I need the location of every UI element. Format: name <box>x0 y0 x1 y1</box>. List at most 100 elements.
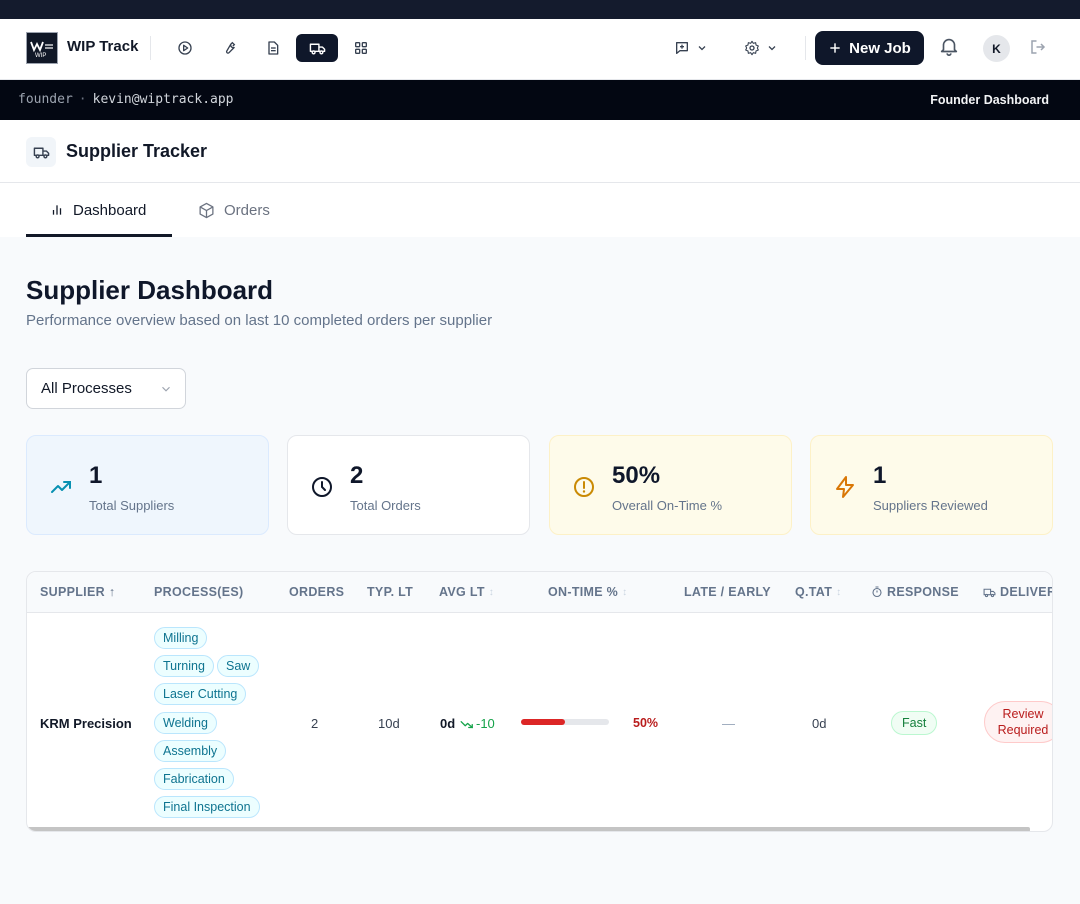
horizontal-scrollbar[interactable] <box>27 827 1030 831</box>
delivery-status-line1: Review <box>1002 707 1044 721</box>
user-bar: founder · kevin@wiptrack.app Founder Dashb… <box>0 80 1080 120</box>
plus-icon <box>830 43 840 53</box>
on-time-progress-fill <box>521 719 565 725</box>
sort-icon: ↕ <box>836 586 842 598</box>
window-top-strip <box>0 0 1080 19</box>
stat-card-total-orders: 2 Total Orders <box>287 435 530 535</box>
process-chip: Turning <box>154 655 214 677</box>
chevron-down-icon <box>768 46 776 51</box>
avg-lead-time: 0d <box>440 716 456 731</box>
logout-button[interactable] <box>1029 38 1047 61</box>
response-badge: Fast <box>891 711 938 735</box>
user-role: founder <box>18 92 73 107</box>
user-separator: · <box>78 92 87 107</box>
clock-icon <box>312 477 332 497</box>
notifications-button[interactable] <box>938 35 960 62</box>
settings-dropdown[interactable] <box>744 34 778 62</box>
stat-value: 1 <box>89 462 103 489</box>
stat-label: Total Suppliers <box>89 498 175 513</box>
col-late-early: LATE / EARLY <box>684 585 771 599</box>
col-orders: ORDERS <box>289 585 345 599</box>
col-typ-lt: TYP. LT <box>367 585 414 599</box>
user-email: kevin@wiptrack.app <box>92 92 234 107</box>
stat-label: Overall On-Time % <box>612 498 723 513</box>
sort-icon: ↕ <box>488 586 495 598</box>
nav-grid-button[interactable] <box>340 34 382 62</box>
truck-icon <box>983 588 996 597</box>
chevron-down-icon <box>162 386 170 392</box>
bar-chart-icon <box>52 205 62 215</box>
avg-lead-time-delta: -10 <box>460 716 495 731</box>
supplier-table: SUPPLIER ↑ PROCESS(ES) ORDERS TYP. LT AVG… <box>26 571 1053 832</box>
col-processes: PROCESS(ES) <box>154 585 244 599</box>
play-circle-icon <box>178 41 192 55</box>
typical-lead-time: 10d <box>378 716 400 731</box>
page-header: Supplier Tracker <box>0 120 1080 183</box>
stat-card-total-suppliers: 1 Total Suppliers <box>26 435 269 535</box>
col-delivery: DELIVER <box>983 585 1052 599</box>
avatar[interactable]: K <box>983 35 1010 62</box>
document-icon <box>268 41 279 55</box>
truck-icon <box>33 147 49 159</box>
grid-icon <box>355 42 367 54</box>
stat-value: 1 <box>873 462 887 489</box>
delivery-status-line2: Required <box>997 723 1049 737</box>
chevron-down-icon <box>698 46 706 51</box>
quote-tat-value: 0d <box>812 716 827 731</box>
delivery-status-badge: Review Required <box>984 701 1052 743</box>
process-chip: Milling <box>154 627 208 649</box>
app-logo[interactable]: WIP <box>26 32 58 64</box>
dashboard-title: Supplier Dashboard <box>26 275 274 305</box>
tab-orders[interactable]: Orders <box>198 183 270 237</box>
on-time-progress-bar <box>521 719 609 725</box>
nav-documents-button[interactable] <box>252 34 294 62</box>
founder-dashboard-link[interactable]: Founder Dashboard <box>930 93 1049 107</box>
process-filter-value: All Processes <box>41 380 132 397</box>
wrench-icon <box>225 41 236 54</box>
nav-tools-button[interactable] <box>208 34 250 62</box>
col-response: RESPONSE <box>871 585 959 599</box>
stat-card-suppliers-reviewed: 1 Suppliers Reviewed <box>810 435 1053 535</box>
trending-up-icon <box>51 481 71 493</box>
process-chip: Saw <box>217 655 260 677</box>
col-avg-lt[interactable]: AVG LT ↕ <box>439 585 495 599</box>
new-job-button[interactable]: New Job <box>815 31 924 65</box>
user-identity: founder · kevin@wiptrack.app <box>18 92 234 107</box>
feedback-dropdown[interactable] <box>674 34 708 62</box>
gear-icon <box>745 40 759 56</box>
process-filter-select[interactable]: All Processes <box>26 368 186 409</box>
stat-card-on-time: 50% Overall On-Time % <box>549 435 792 535</box>
trending-down-icon <box>460 720 473 728</box>
active-tab-indicator <box>26 234 172 237</box>
top-navbar: WIP WIP Track New Job K <box>0 19 1080 80</box>
tab-bar: Dashboard Orders <box>0 183 1080 237</box>
nav-suppliers-button[interactable] <box>296 34 338 62</box>
timer-icon <box>872 586 882 598</box>
tab-dashboard-label: Dashboard <box>73 201 147 219</box>
alert-circle-icon <box>574 477 594 497</box>
nav-run-button[interactable] <box>164 34 206 62</box>
col-supplier[interactable]: SUPPLIER ↑ <box>40 585 116 599</box>
stat-value: 50% <box>612 462 661 489</box>
avg-lead-time-delta-value: -10 <box>476 716 495 731</box>
dashboard-subtitle: Performance overview based on last 10 co… <box>26 312 493 329</box>
message-plus-icon <box>676 42 688 54</box>
process-chip: Final Inspection <box>154 796 260 818</box>
app-name: WIP Track <box>67 38 139 55</box>
process-chip: Assembly <box>154 740 227 762</box>
sort-icon: ↕ <box>622 586 628 598</box>
col-on-time[interactable]: ON-TIME % ↕ <box>548 585 628 599</box>
tab-dashboard[interactable]: Dashboard <box>50 183 146 237</box>
stat-value: 2 <box>350 462 364 489</box>
page-icon <box>26 137 56 167</box>
process-chip: Fabrication <box>154 768 234 790</box>
col-qtat[interactable]: Q.TAT ↕ <box>795 585 842 599</box>
logout-icon <box>1031 40 1046 54</box>
bell-icon <box>940 38 958 56</box>
logo-text: WIP <box>35 53 46 59</box>
late-early-value: — <box>722 716 735 731</box>
table-header: SUPPLIER ↑ PROCESS(ES) ORDERS TYP. LT AVG… <box>27 572 1052 613</box>
logo-mark-icon: WIP <box>30 41 53 59</box>
on-time-percent: 50% <box>633 716 659 730</box>
supplier-name[interactable]: KRM Precision <box>40 716 132 731</box>
